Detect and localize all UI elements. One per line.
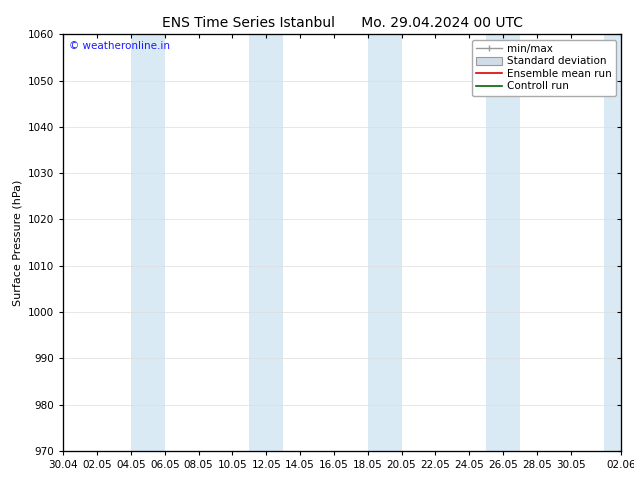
Legend: min/max, Standard deviation, Ensemble mean run, Controll run: min/max, Standard deviation, Ensemble me… [472, 40, 616, 96]
Text: © weatheronline.in: © weatheronline.in [69, 41, 170, 50]
Bar [131, 34, 165, 451]
Bar [604, 34, 621, 451]
Bar [249, 34, 283, 451]
Bar [486, 34, 520, 451]
Y-axis label: Surface Pressure (hPa): Surface Pressure (hPa) [13, 179, 23, 306]
Title: ENS Time Series Istanbul      Mo. 29.04.2024 00 UTC: ENS Time Series Istanbul Mo. 29.04.2024 … [162, 16, 523, 30]
Bar [368, 34, 401, 451]
